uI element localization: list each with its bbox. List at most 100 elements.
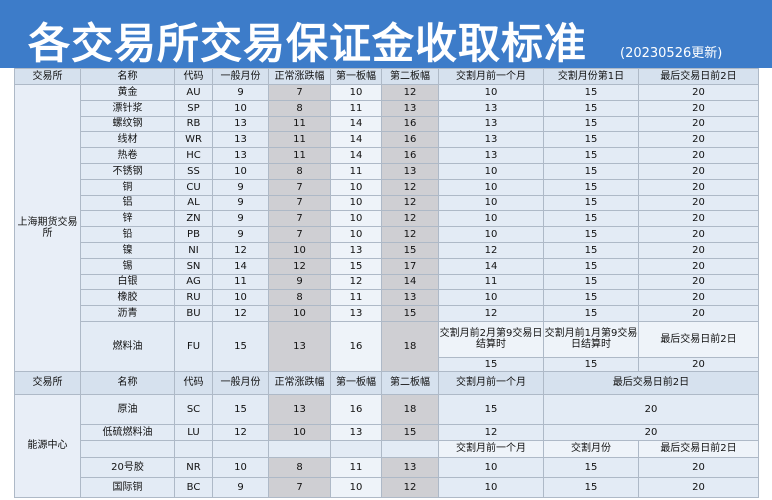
- margin-value: 15: [381, 305, 439, 322]
- column-header: 交割月前2月第9交易日结算时: [438, 320, 544, 358]
- column-header: 交割月前一个月: [438, 68, 544, 85]
- column-header: 第二板幅: [381, 370, 439, 395]
- column-header: 交割月份第1日: [543, 68, 639, 85]
- margin-value: 16: [381, 115, 439, 133]
- margin-value: 7: [268, 476, 331, 498]
- margin-value: 20: [638, 210, 759, 228]
- table-row: 橡胶 RU 10 8 11 13 10 15 20: [15, 289, 759, 307]
- table-row: 镍 NI 12 10 13 15 12 15 20: [15, 241, 759, 259]
- margin-value: 13: [212, 115, 269, 133]
- margin-value: 15: [543, 356, 639, 372]
- margin-value: 11: [212, 273, 269, 291]
- margin-value: 20: [638, 289, 759, 307]
- product-code: FU: [174, 320, 213, 372]
- exchange-cell: 能源中心: [14, 393, 81, 498]
- update-date: (20230526更新): [620, 46, 723, 61]
- margin-value: 14: [381, 273, 439, 291]
- table-row: 白银 AG 11 9 12 14 11 15 20: [15, 273, 759, 291]
- table-row: 燃料油 FU 15 13 16 18 交割月前2月第9交易日结算时 交割月前1月第9交易日结算…: [15, 320, 759, 372]
- margin-value: 12: [438, 423, 544, 441]
- margin-value: 7: [268, 194, 331, 212]
- product-code: PB: [174, 226, 213, 243]
- margin-value: 11: [438, 273, 544, 291]
- margin-value: 10: [268, 423, 331, 441]
- margin-value: 14: [330, 147, 382, 164]
- margin-value: 15: [543, 99, 639, 117]
- margin-value: 15: [543, 289, 639, 307]
- column-header: 名称: [80, 370, 175, 395]
- margin-value: 20: [638, 178, 759, 196]
- product-code: BU: [174, 305, 213, 322]
- product-name: 国际铜: [80, 476, 175, 498]
- table-row: 20号胶 NR 10 8 11 13 10 15 20: [15, 456, 759, 478]
- margin-value: 15: [543, 241, 639, 259]
- table-row: 锡 SN 14 12 15 17 14 15 20: [15, 257, 759, 275]
- margin-value: 15: [543, 147, 639, 164]
- column-header: 正常涨跌幅: [268, 68, 331, 85]
- margin-value: 20: [638, 356, 759, 372]
- product-code: LU: [174, 423, 213, 441]
- column-header: 最后交易日前2日: [638, 68, 759, 85]
- product-code: NI: [174, 241, 213, 259]
- product-code: AU: [174, 84, 213, 101]
- margin-value: 12: [381, 226, 439, 243]
- margin-value: 12: [381, 84, 439, 101]
- empty-cell: [330, 439, 382, 458]
- margin-value: 20: [543, 393, 759, 425]
- margin-value: 7: [268, 210, 331, 228]
- product-name: 锡: [80, 257, 175, 275]
- margin-value: 11: [330, 162, 382, 180]
- margin-value: 20: [638, 241, 759, 259]
- column-header: 第一板幅: [330, 68, 382, 85]
- margin-value: 15: [543, 115, 639, 133]
- margin-value: 20: [638, 226, 759, 243]
- margin-value: 20: [638, 147, 759, 164]
- margin-value: 13: [438, 147, 544, 164]
- product-code: SP: [174, 99, 213, 117]
- margin-value: 15: [438, 356, 544, 372]
- margin-value: 7: [268, 226, 331, 243]
- margin-value: 10: [438, 178, 544, 196]
- margin-value: 18: [381, 320, 439, 372]
- column-header: 名称: [80, 68, 175, 85]
- margin-value: 20: [638, 273, 759, 291]
- margin-value: 20: [638, 257, 759, 275]
- margin-value: 20: [543, 423, 759, 441]
- margin-value: 10: [438, 476, 544, 498]
- margin-value: 13: [381, 456, 439, 478]
- margin-value: 15: [543, 226, 639, 243]
- margin-value: 15: [330, 257, 382, 275]
- product-name: 白银: [80, 273, 175, 291]
- table-row: 线材 WR 13 11 14 16 13 15 20: [15, 131, 759, 149]
- margin-value: 17: [381, 257, 439, 275]
- margin-value: 9: [212, 178, 269, 196]
- column-header: 一般月份: [212, 370, 269, 395]
- margin-value: 20: [638, 476, 759, 498]
- product-name: 镍: [80, 241, 175, 259]
- margin-value: 12: [381, 476, 439, 498]
- margin-value: 11: [330, 99, 382, 117]
- margin-value: 15: [543, 210, 639, 228]
- table-row: 铝 AL 9 7 10 12 10 15 20: [15, 194, 759, 212]
- margin-value: 11: [268, 115, 331, 133]
- margin-value: 15: [543, 162, 639, 180]
- product-code: HC: [174, 147, 213, 164]
- column-header: 正常涨跌幅: [268, 370, 331, 395]
- margin-value: 15: [543, 131, 639, 149]
- margin-value: 7: [268, 178, 331, 196]
- margin-value: 10: [330, 84, 382, 101]
- column-header: 一般月份: [212, 68, 269, 85]
- empty-cell: [268, 439, 331, 458]
- empty-cell: [381, 439, 439, 458]
- table-row: 交易所 名称 代码 一般月份 正常涨跌幅 第一板幅 第二板幅 交割月前一个月 最后交易日前2日: [14, 370, 759, 395]
- margin-value: 10: [268, 241, 331, 259]
- table-row: 铅 PB 9 7 10 12 10 15 20: [15, 226, 759, 243]
- margin-value: 11: [330, 289, 382, 307]
- margin-value: 11: [330, 456, 382, 478]
- margin-value: 10: [212, 162, 269, 180]
- margin-value: 10: [330, 178, 382, 196]
- margin-value: 13: [268, 393, 331, 425]
- margin-value: 13: [438, 99, 544, 117]
- margin-value: 15: [543, 194, 639, 212]
